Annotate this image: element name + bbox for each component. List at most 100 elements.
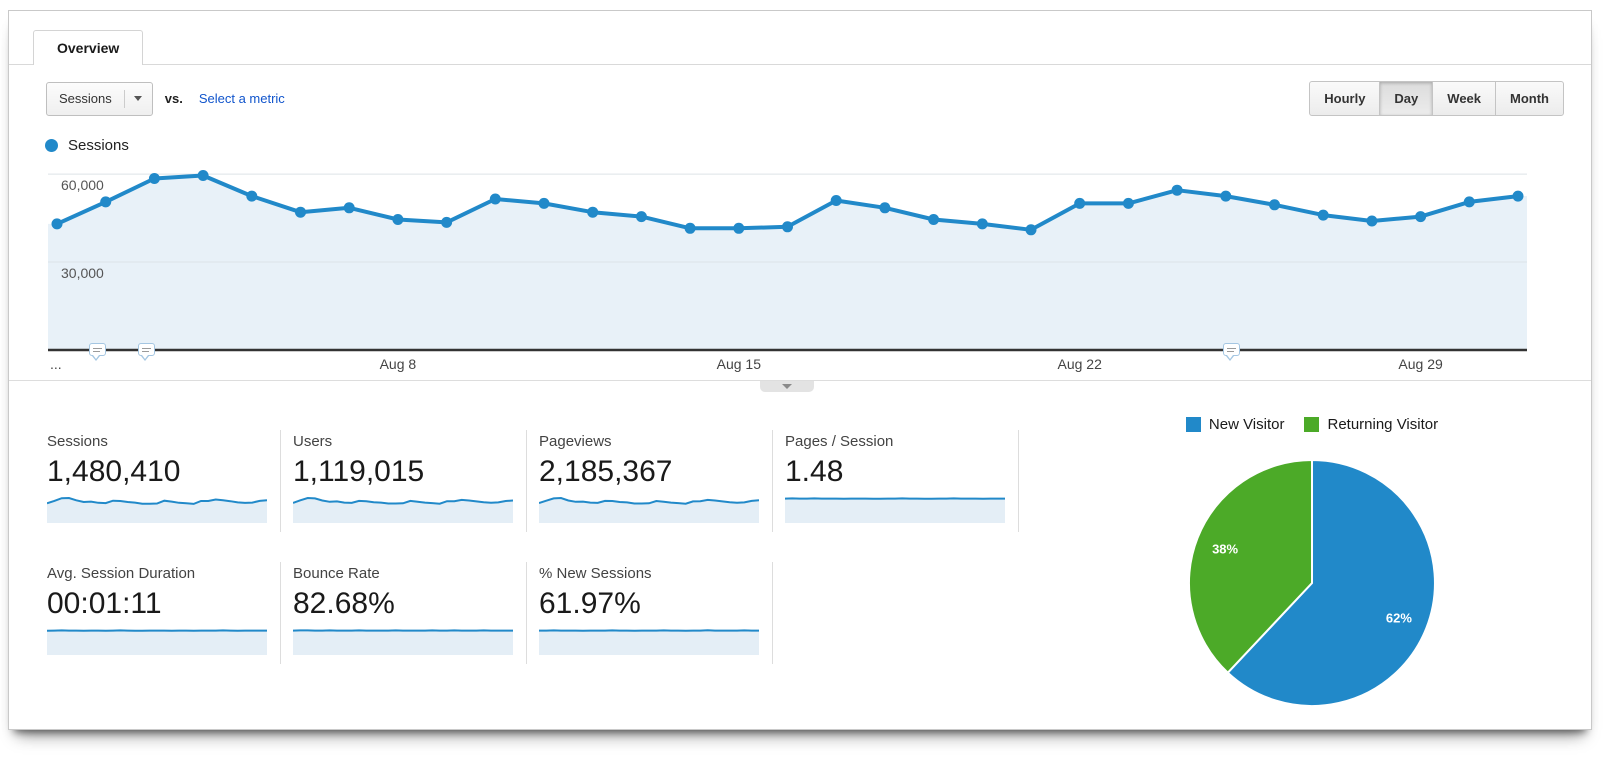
data-point-aug-1[interactable] (51, 218, 63, 230)
x-axis-label: ... (50, 356, 62, 372)
data-point-aug-12[interactable] (587, 206, 599, 218)
data-point-aug-8[interactable] (392, 214, 404, 225)
metric-value: 2,185,367 (539, 455, 673, 488)
pie-slice-returning-visitor[interactable] (1187, 458, 1313, 675)
collapse-chart-handle[interactable] (760, 381, 814, 392)
sessions-legend-label: Sessions (68, 137, 129, 154)
metric-label: Sessions (47, 433, 108, 450)
data-point-aug-11[interactable] (538, 197, 550, 209)
data-point-aug-28[interactable] (1366, 215, 1378, 227)
sparkline-fill (293, 498, 513, 523)
pie-legend-item-new-visitor: New Visitor (1185, 416, 1285, 433)
granularity-day-button[interactable]: Day (1379, 81, 1434, 116)
timeseries-svg: 30,000 60,000... Aug 8 Aug 15 Aug 22 Aug 29 (48, 170, 1527, 372)
metric-sparkline (293, 496, 513, 523)
sparkline-fill (539, 630, 759, 655)
chevron-down-icon (782, 384, 792, 389)
metric-sparkline (539, 496, 759, 523)
visitor-type-pie-chart: 62% 38% (1184, 455, 1440, 711)
pie-slice-percentage: 62% (1386, 610, 1412, 625)
metric-label: % New Sessions (539, 565, 652, 582)
data-point-aug-18[interactable] (879, 202, 891, 214)
data-point-aug-3[interactable] (148, 173, 160, 184)
data-point-aug-31[interactable] (1512, 190, 1524, 202)
metric-label: Users (293, 433, 333, 450)
data-point-aug-17[interactable] (830, 195, 842, 206)
metric-card-users: Users 1,119,015 (293, 430, 527, 532)
data-point-aug-6[interactable] (295, 206, 306, 218)
sparkline-fill (293, 630, 513, 655)
metric-card-sessions: Sessions 1,480,410 (47, 430, 281, 532)
metric-selector-dropdown[interactable]: Sessions (46, 81, 153, 116)
data-point-aug-19[interactable] (928, 214, 940, 225)
data-point-aug-20[interactable] (976, 218, 988, 230)
legend-label: New Visitor (1208, 416, 1285, 433)
metric-value: 82.68% (293, 587, 395, 620)
metric-value: 00:01:11 (47, 587, 162, 620)
pie-slice-percentage: 38% (1212, 542, 1238, 557)
chevron-down-icon (133, 96, 142, 101)
sessions-timeseries-chart: 30,000 60,000... Aug 8 Aug 15 Aug 22 Aug 29 (48, 155, 1528, 377)
data-point-aug-15[interactable] (733, 222, 745, 234)
pie-slice-new-visitor[interactable] (1226, 458, 1436, 707)
metric-value: 1,119,015 (293, 455, 425, 488)
data-point-aug-21[interactable] (1025, 224, 1037, 236)
sparkline-line (47, 496, 267, 505)
metrics-row-1: Sessions 1,480,410 Users 1,119,015 Pageviews… (47, 430, 1031, 532)
sparkline-line (293, 496, 513, 505)
vs-label: vs. (164, 91, 183, 106)
metric-controls: Sessions vs. Select a metric (46, 81, 285, 116)
y-axis-label: 30,000 (61, 265, 104, 281)
data-point-aug-5[interactable] (246, 190, 258, 202)
metric-sparkline (47, 629, 267, 655)
data-point-aug-25[interactable] (1220, 190, 1232, 202)
data-point-aug-13[interactable] (635, 211, 647, 223)
data-point-aug-14[interactable] (684, 222, 696, 234)
metric-value: 1,480,410 (47, 455, 181, 488)
data-point-aug-23[interactable] (1122, 197, 1134, 209)
metric-card--new-sessions: % New Sessions 61.97% (539, 562, 773, 664)
metric-card-bounce-rate: Bounce Rate 82.68% (293, 562, 527, 664)
annotation-marker-icon[interactable] (1223, 343, 1240, 361)
x-axis-label: Aug 29 (1398, 356, 1443, 372)
metric-value: 1.48 (785, 455, 844, 488)
data-point-aug-16[interactable] (782, 221, 793, 233)
granularity-hourly-button[interactable]: Hourly (1309, 81, 1381, 116)
metric-card-pageviews: Pageviews 2,185,367 (539, 430, 773, 532)
data-point-aug-29[interactable] (1415, 211, 1427, 223)
annotation-marker-icon[interactable] (89, 343, 106, 361)
data-point-aug-9[interactable] (441, 216, 453, 228)
sparkline-fill (47, 498, 267, 523)
dropdown-separator (123, 89, 125, 108)
data-point-aug-24[interactable] (1171, 184, 1183, 196)
data-point-aug-26[interactable] (1269, 199, 1280, 211)
data-point-aug-10[interactable] (489, 193, 501, 205)
data-point-aug-22[interactable] (1074, 197, 1086, 209)
sparkline-line (539, 496, 759, 505)
granularity-month-button[interactable]: Month (1495, 81, 1564, 116)
sparkline-line (539, 629, 759, 632)
metric-value: 61.97% (539, 587, 641, 620)
pie-legend-item-returning-visitor: Returning Visitor (1304, 416, 1438, 433)
data-point-aug-4[interactable] (197, 170, 209, 181)
select-a-metric-link[interactable]: Select a metric (198, 91, 285, 106)
metric-label: Pageviews (539, 433, 612, 450)
data-point-aug-30[interactable] (1463, 196, 1475, 208)
metric-card-pages-session: Pages / Session 1.48 (785, 430, 1019, 532)
metric-selector-value: Sessions (59, 91, 112, 106)
chart-legend: Sessions (45, 137, 129, 154)
tab-overview-label: Overview (57, 40, 120, 56)
metric-label: Bounce Rate (293, 565, 380, 582)
overview-panel: Overview Sessions vs. Select a metric Ho… (8, 10, 1592, 730)
metrics-row-2: Avg. Session Duration 00:01:11 Bounce Rate… (47, 562, 785, 664)
chart-section-divider (9, 380, 1591, 381)
granularity-week-button[interactable]: Week (1432, 81, 1497, 116)
data-point-aug-7[interactable] (343, 202, 355, 214)
tab-overview[interactable]: Overview (33, 30, 144, 65)
data-point-aug-27[interactable] (1317, 209, 1329, 221)
metric-sparkline (539, 629, 759, 655)
sparkline-fill (47, 630, 267, 655)
pie-svg: 62% 38% (1187, 458, 1436, 707)
annotation-marker-icon[interactable] (138, 343, 155, 361)
data-point-aug-2[interactable] (100, 196, 112, 208)
